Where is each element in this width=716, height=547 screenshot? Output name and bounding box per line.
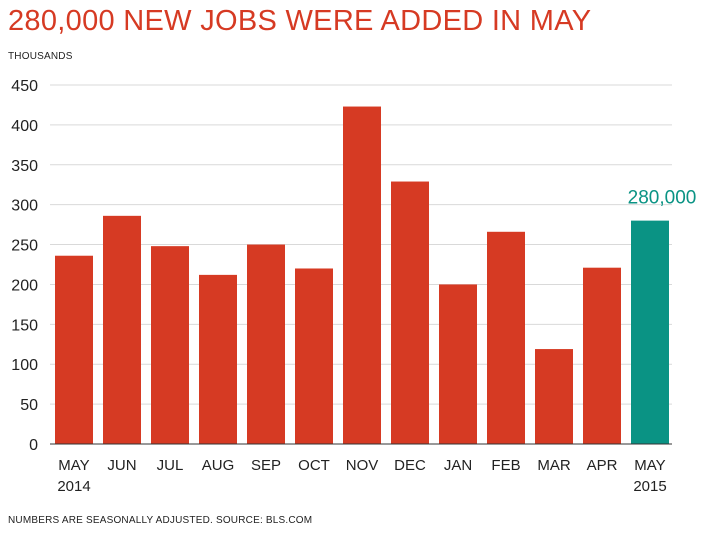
- y-axis-unit-label: THOUSANDS: [8, 51, 73, 62]
- bar: [343, 106, 381, 444]
- x-tick-label: JAN: [444, 457, 472, 474]
- bar: [247, 244, 285, 444]
- bar: [199, 274, 237, 444]
- bar: [583, 267, 621, 444]
- x-tick-label: MAR: [537, 457, 571, 474]
- y-tick-label: 250: [11, 238, 38, 255]
- x-tick-label: NOV: [346, 457, 379, 474]
- x-tick-label: APR: [587, 457, 618, 474]
- highlight-value-label: 280,000: [628, 188, 697, 209]
- y-tick-label: 100: [11, 357, 38, 374]
- bars: [55, 106, 669, 444]
- bar-chart: 0 50 100 150 200 250 300 350 400 450 MAY 2014 JUN JU…: [11, 78, 697, 495]
- bar: [103, 215, 141, 444]
- y-tick-label: 200: [11, 277, 38, 294]
- bar: [535, 349, 573, 444]
- bar: [295, 268, 333, 444]
- y-tick-label: 0: [29, 437, 38, 454]
- y-tick-label: 350: [11, 158, 38, 175]
- x-tick-label: SEP: [251, 457, 281, 474]
- y-tick-label: 150: [11, 317, 38, 334]
- source-note: NUMBERS ARE SEASONALLY ADJUSTED. SOURCE:…: [8, 515, 313, 526]
- bar: [631, 220, 669, 444]
- y-tick-label: 450: [11, 78, 38, 95]
- bar: [487, 231, 525, 444]
- bar: [439, 284, 477, 444]
- x-tick-label: JUL: [157, 457, 184, 474]
- value-labels: 280,000: [628, 188, 697, 209]
- bar: [151, 246, 189, 444]
- chart-title: 280,000 NEW JOBS WERE ADDED IN MAY: [8, 5, 592, 37]
- bar: [391, 181, 429, 444]
- x-tick-label: JUN: [107, 457, 136, 474]
- x-tick-label: MAY: [634, 457, 665, 474]
- x-tick-label: OCT: [298, 457, 330, 474]
- y-tick-label: 300: [11, 198, 38, 215]
- y-tick-label: 50: [20, 397, 38, 414]
- x-tick-label: DEC: [394, 457, 426, 474]
- x-tick-label: MAY: [58, 457, 89, 474]
- x-tick-label: AUG: [202, 457, 235, 474]
- x-tick-label: FEB: [491, 457, 520, 474]
- y-axis-ticks: 0 50 100 150 200 250 300 350 400 450: [11, 78, 38, 454]
- x-tick-label: 2015: [633, 478, 666, 495]
- bar: [55, 255, 93, 444]
- x-axis-labels: MAY 2014 JUN JUL AUG SEP OCT NOV DEC JAN FEB MAR APR…: [57, 457, 666, 495]
- x-tick-label: 2014: [57, 478, 90, 495]
- y-tick-label: 400: [11, 118, 38, 135]
